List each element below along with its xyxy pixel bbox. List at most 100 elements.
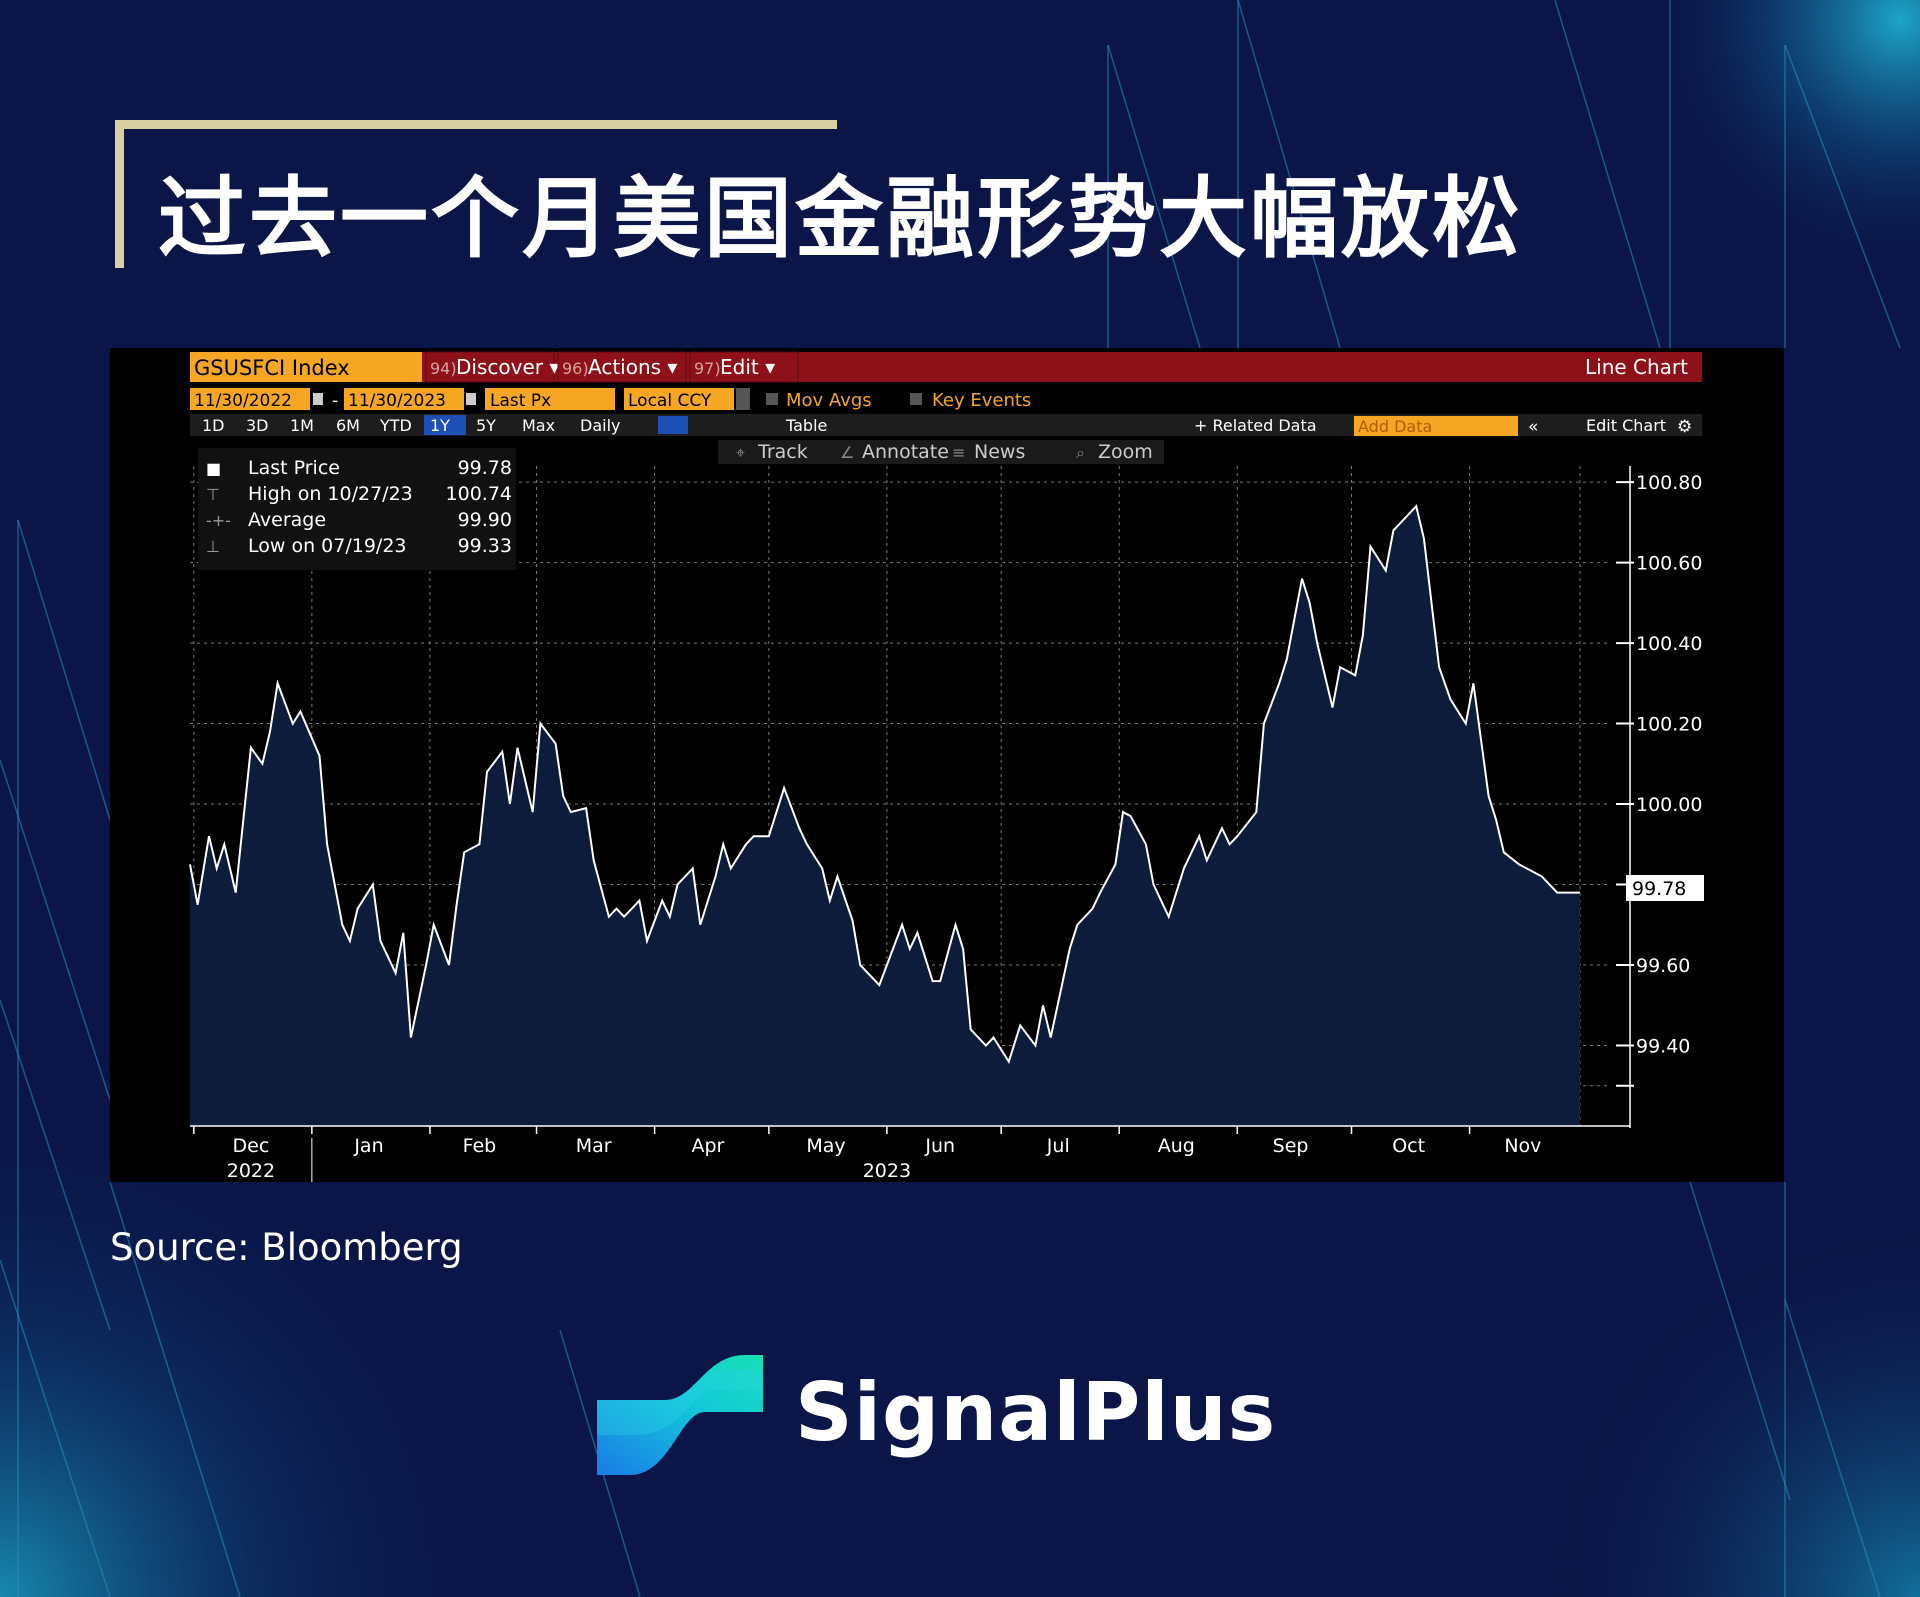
source-label: Source: Bloomberg — [110, 1226, 463, 1269]
menu-item-actions[interactable]: Actions ▾ — [588, 355, 677, 379]
y-tick-label: 100.60 — [1636, 553, 1702, 575]
frequency-select[interactable]: Daily — [580, 416, 620, 435]
mov-avgs-checkbox[interactable] — [766, 393, 778, 405]
period-max[interactable]: Max — [522, 416, 555, 435]
mov-avgs-label[interactable]: Mov Avgs — [786, 390, 872, 411]
x-tick-label: Jan — [353, 1135, 383, 1157]
title-accent-left — [115, 120, 124, 268]
x-tick-label: Sep — [1273, 1135, 1309, 1157]
legend-value: 99.78 — [458, 457, 512, 479]
x-tick-label: Dec — [233, 1135, 270, 1157]
tool-annotate[interactable]: Annotate — [862, 441, 949, 463]
low-marker-icon: ⊥ — [206, 537, 220, 556]
edit-chart-button[interactable]: Edit Chart — [1586, 416, 1666, 435]
period-5y[interactable]: 5Y — [476, 416, 496, 435]
calendar-icon[interactable] — [313, 393, 323, 405]
bloomberg-panel: GSUSFCI Index 94) Discover ▾ 96) Actions ▾ 9… — [110, 348, 1784, 1182]
period-1d[interactable]: 1D — [202, 416, 225, 435]
period-ytd[interactable]: YTD — [379, 416, 412, 435]
x-tick-label: Jun — [924, 1135, 955, 1157]
legend-value: 99.90 — [458, 509, 512, 531]
collapse-icon[interactable]: « — [1528, 417, 1538, 437]
tool-track[interactable]: Track — [757, 441, 808, 463]
zoom-icon: ⌕ — [1076, 443, 1085, 462]
square-icon: ■ — [206, 459, 221, 478]
news-icon: ≡ — [952, 443, 965, 462]
date-to-field[interactable] — [344, 388, 464, 410]
field-text: Last Px — [490, 391, 551, 411]
period-bar — [190, 414, 1702, 436]
menu-item-discover[interactable]: Discover ▾ — [456, 355, 559, 379]
date-from-field[interactable] — [190, 388, 310, 410]
y-tick-label: 99.60 — [1636, 955, 1690, 977]
date-from-text: 11/30/2022 — [194, 391, 292, 411]
x-tick-label: Apr — [691, 1135, 724, 1157]
average-marker-icon: -+- — [206, 511, 231, 530]
y-tick-label: 100.00 — [1636, 794, 1702, 816]
annotate-icon: ∠ — [840, 443, 854, 462]
ticker-box[interactable] — [190, 352, 422, 382]
menu-item-bg[interactable] — [689, 351, 799, 383]
currency-dropdown-icon[interactable] — [736, 388, 750, 410]
year-label: 2023 — [863, 1160, 911, 1182]
line-chart-icon[interactable] — [658, 416, 688, 434]
currency-select[interactable] — [624, 388, 734, 410]
y-tick-label: 100.40 — [1636, 633, 1702, 655]
legend-label: Last Price — [248, 457, 340, 479]
x-tick-label: May — [806, 1135, 845, 1157]
add-data-input[interactable] — [1354, 416, 1518, 436]
menu-item-num: 97) — [694, 359, 721, 378]
signalplus-logo-icon — [597, 1355, 763, 1475]
x-tick-label: Feb — [463, 1135, 497, 1157]
menu-item-bg[interactable] — [425, 351, 555, 383]
high-marker-icon: ⊤ — [206, 485, 220, 504]
crosshair-icon: ⌖ — [736, 443, 745, 462]
bloomberg-chart: GSUSFCI Index 94) Discover ▾ 96) Actions ▾ 9… — [189, 351, 1704, 1182]
x-tick-label: Jul — [1046, 1135, 1070, 1157]
series-area — [190, 506, 1580, 1126]
menu-item-edit[interactable]: Edit ▾ — [720, 355, 775, 379]
related-data-button[interactable]: + Related Data — [1194, 416, 1317, 435]
series-line — [189, 504, 1580, 1064]
menu-item-num: 94) — [430, 359, 457, 378]
menu-item-num: 96) — [562, 359, 589, 378]
legend-label: High on 10/27/23 — [248, 483, 413, 505]
legend-box — [198, 448, 516, 570]
menu-item-bg[interactable] — [557, 351, 687, 383]
period-3d[interactable]: 3D — [246, 416, 269, 435]
period-1m[interactable]: 1M — [290, 416, 314, 435]
key-events-checkbox[interactable] — [910, 393, 922, 405]
period-active-bg — [424, 415, 466, 435]
gear-icon[interactable]: ⚙ — [1677, 417, 1692, 437]
y-tick-label: 99.40 — [1636, 1036, 1690, 1058]
year-label: 2022 — [227, 1160, 275, 1182]
x-tick-label: Nov — [1504, 1135, 1541, 1157]
page-title: 过去一个月美国金融形势大幅放松 — [158, 167, 1524, 270]
x-tick-label: Mar — [576, 1135, 612, 1157]
field-select[interactable] — [485, 388, 615, 410]
period-1y[interactable]: 1Y — [430, 416, 450, 435]
legend-label: Low on 07/19/23 — [248, 535, 407, 557]
y-tick-label: 100.80 — [1636, 472, 1702, 494]
last-value-box — [1626, 875, 1704, 901]
chart-type-label[interactable]: Line Chart — [1585, 355, 1688, 379]
tool-news[interactable]: News — [974, 441, 1025, 463]
date-to-text: 11/30/2023 — [348, 391, 446, 411]
currency-text: Local CCY — [628, 391, 712, 411]
table-button[interactable]: Table — [785, 416, 827, 435]
calendar-icon[interactable] — [466, 393, 476, 405]
x-tick-label: Oct — [1392, 1135, 1425, 1157]
tool-zoom[interactable]: Zoom — [1098, 441, 1153, 463]
key-events-label[interactable]: Key Events — [932, 390, 1031, 411]
title-accent-top — [115, 120, 837, 129]
x-tick-label: Aug — [1158, 1135, 1195, 1157]
y-tick-label: 100.20 — [1636, 714, 1702, 736]
last-value-label: 99.78 — [1632, 878, 1686, 900]
tool-bar — [718, 440, 1164, 464]
brand-name: SignalPlus — [795, 1366, 1277, 1459]
legend-value: 100.74 — [446, 483, 512, 505]
legend-label: Average — [248, 509, 326, 531]
date-separator: - — [332, 391, 338, 411]
add-data-placeholder: Add Data — [1358, 417, 1432, 436]
period-6m[interactable]: 6M — [336, 416, 360, 435]
